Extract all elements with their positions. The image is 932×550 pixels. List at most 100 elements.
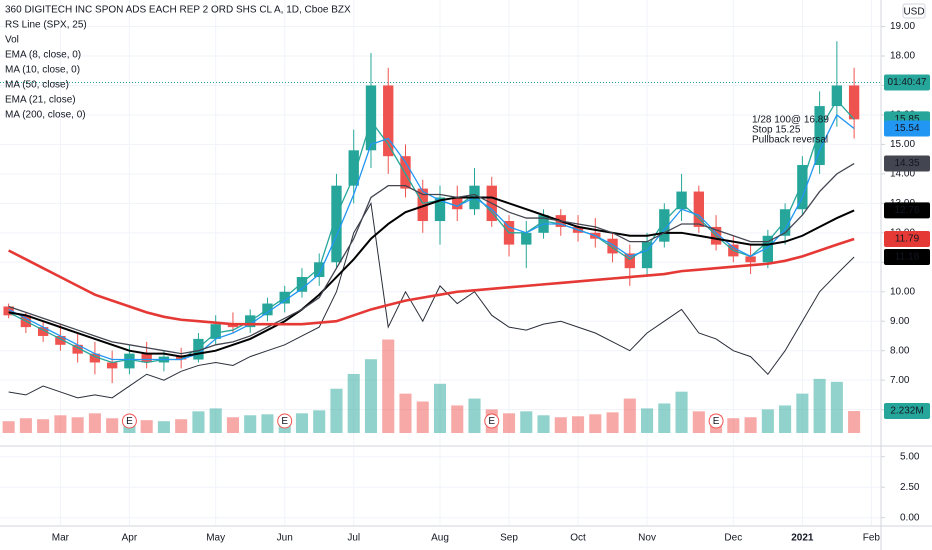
candle-body — [365, 85, 377, 151]
currency-box — [902, 3, 926, 19]
volume-bar — [502, 413, 516, 433]
price-tag — [884, 231, 930, 248]
volume-bar — [157, 421, 170, 433]
earnings-label: E — [126, 416, 133, 427]
indicator-line — [8, 196, 855, 358]
y-tick-label: 14.00 — [890, 169, 915, 180]
candle-body — [624, 253, 635, 269]
candle-body — [848, 85, 860, 120]
price-tag — [884, 74, 930, 91]
candle-body — [762, 235, 774, 263]
candle-body — [676, 191, 687, 210]
indicator-line — [8, 201, 855, 399]
volume-bar — [675, 391, 688, 433]
volume-bar — [140, 420, 153, 433]
candle-body — [383, 85, 394, 157]
volume-bar — [192, 411, 205, 433]
volume-bar — [399, 393, 412, 433]
price-tag — [884, 155, 930, 172]
earnings-label: E — [713, 416, 720, 427]
annotation: Pullback reversal — [752, 135, 828, 146]
candle-body — [106, 362, 118, 369]
candle-body — [348, 150, 359, 186]
volume-bar — [71, 417, 84, 433]
price-tag-label: 11.18 — [895, 252, 920, 263]
price-tag-label: 15.85 — [894, 114, 919, 125]
volume-bar — [623, 398, 636, 433]
x-tick-label: Jun — [277, 533, 293, 544]
indicator-line — [8, 237, 855, 326]
candle-body — [452, 197, 463, 210]
volume-bar — [606, 412, 619, 433]
price-tag-label: 15.54 — [894, 123, 919, 134]
candle-body — [331, 185, 342, 263]
earnings-label: E — [281, 416, 288, 427]
price-tag — [884, 403, 930, 420]
volume-bar — [313, 410, 326, 433]
volume-bar — [727, 418, 740, 433]
volume-bar — [382, 339, 395, 433]
volume-bar — [295, 413, 308, 433]
volume-bar — [848, 411, 861, 433]
y-tick-label: 15.00 — [890, 139, 915, 150]
candle-body — [659, 209, 670, 242]
y-tick-label: 9.00 — [890, 316, 910, 327]
volume-bar — [433, 383, 447, 433]
volume-bar — [451, 405, 464, 433]
legend-entry: RS Line (SPX, 25) — [5, 20, 87, 31]
x-tick-label: Aug — [431, 533, 449, 544]
volume-bar — [226, 417, 239, 433]
candle-body — [210, 324, 221, 339]
y-tick-label: 19.00 — [890, 21, 915, 32]
candle-body — [55, 335, 66, 345]
volume-bar — [692, 411, 705, 433]
price-tag — [884, 202, 930, 219]
volume-bar — [347, 373, 360, 433]
axis: USD 6.007.008.009.0010.0011.0012.0013.00… — [52, 3, 930, 544]
candle-body — [745, 256, 756, 263]
volume-bar — [175, 419, 188, 433]
earnings-marker — [277, 413, 293, 429]
x-tick-label: May — [206, 533, 225, 544]
candle-body — [296, 277, 308, 292]
annotation: 1/28 100@ 16.89 — [752, 115, 829, 126]
earnings-marker — [121, 413, 137, 429]
price-tag-label: 01:40:47 — [888, 77, 927, 88]
x-tick-label: Oct — [570, 533, 586, 544]
indicator-line — [8, 99, 855, 364]
candle-body — [400, 156, 411, 189]
y-tick-label: 8.00 — [890, 345, 910, 356]
candle-body — [641, 241, 653, 269]
volume-bar — [416, 401, 429, 433]
candle-body — [607, 238, 618, 254]
volume-bar — [589, 414, 602, 433]
currency: USD — [903, 7, 924, 18]
volume-bar — [813, 378, 826, 433]
price-tag-label: 2.232M — [890, 406, 923, 417]
candle-body — [3, 306, 14, 316]
y-tick-label: 7.00 — [890, 375, 910, 386]
annotation: Stop 15.25 — [752, 125, 801, 136]
volume-bar — [2, 421, 15, 433]
earnings-marker — [484, 413, 500, 429]
legend-entry: EMA (21, close) — [5, 95, 76, 106]
x-tick-label: Feb — [863, 533, 881, 544]
legend-entry: MA (10, close, 0) — [5, 65, 80, 76]
candle-body — [89, 353, 101, 363]
candle-body — [72, 344, 83, 354]
candle-body — [797, 165, 808, 210]
candle-body — [814, 106, 825, 166]
legend-entry: MA (50, close) — [5, 80, 69, 91]
volume-bar — [261, 414, 274, 433]
volume-bar — [830, 381, 843, 433]
volume-bar — [209, 408, 222, 433]
candle-body — [417, 188, 428, 222]
candle-body — [193, 338, 204, 360]
price-tag-label: 14.35 — [894, 158, 919, 169]
volume-bar — [537, 415, 550, 433]
volume-bar — [641, 408, 654, 433]
x-tick-label: 2021 — [791, 533, 814, 544]
indicator-line — [8, 163, 855, 355]
